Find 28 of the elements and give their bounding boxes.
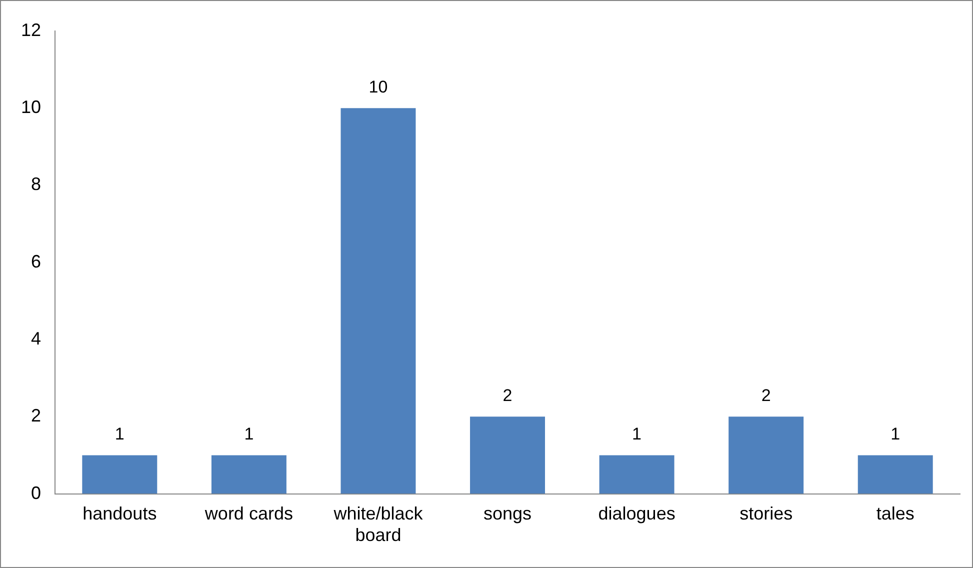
y-tick-label: 12 [20, 20, 42, 40]
data-label: 10 [368, 77, 388, 96]
y-tick-label: 10 [20, 97, 42, 118]
bar [728, 416, 804, 494]
y-tick-label: 0 [31, 482, 42, 503]
y-tick-label: 6 [31, 251, 42, 272]
bar [340, 108, 416, 494]
data-label: 1 [890, 424, 900, 444]
data-label: 1 [114, 424, 124, 444]
bar [470, 416, 546, 494]
data-label: 2 [502, 386, 512, 405]
x-tick-label: tales [876, 504, 914, 524]
bar [82, 455, 158, 494]
data-label: 1 [632, 424, 642, 444]
bar [599, 455, 674, 494]
data-label: 1 [244, 424, 254, 444]
y-tick-label: 2 [31, 406, 42, 426]
y-tick-label: 8 [31, 174, 42, 194]
bar [211, 455, 286, 494]
x-tick-label: handouts [82, 504, 157, 524]
bar [858, 455, 933, 494]
x-tick-label: stories [740, 504, 793, 524]
x-tick-label: word cards [204, 504, 293, 524]
x-tick-label: white/black board [332, 504, 424, 546]
x-tick-label: songs [483, 504, 532, 524]
x-tick-label: dialogues [598, 504, 676, 524]
y-tick-label: 4 [31, 328, 42, 348]
data-label: 2 [761, 386, 771, 405]
